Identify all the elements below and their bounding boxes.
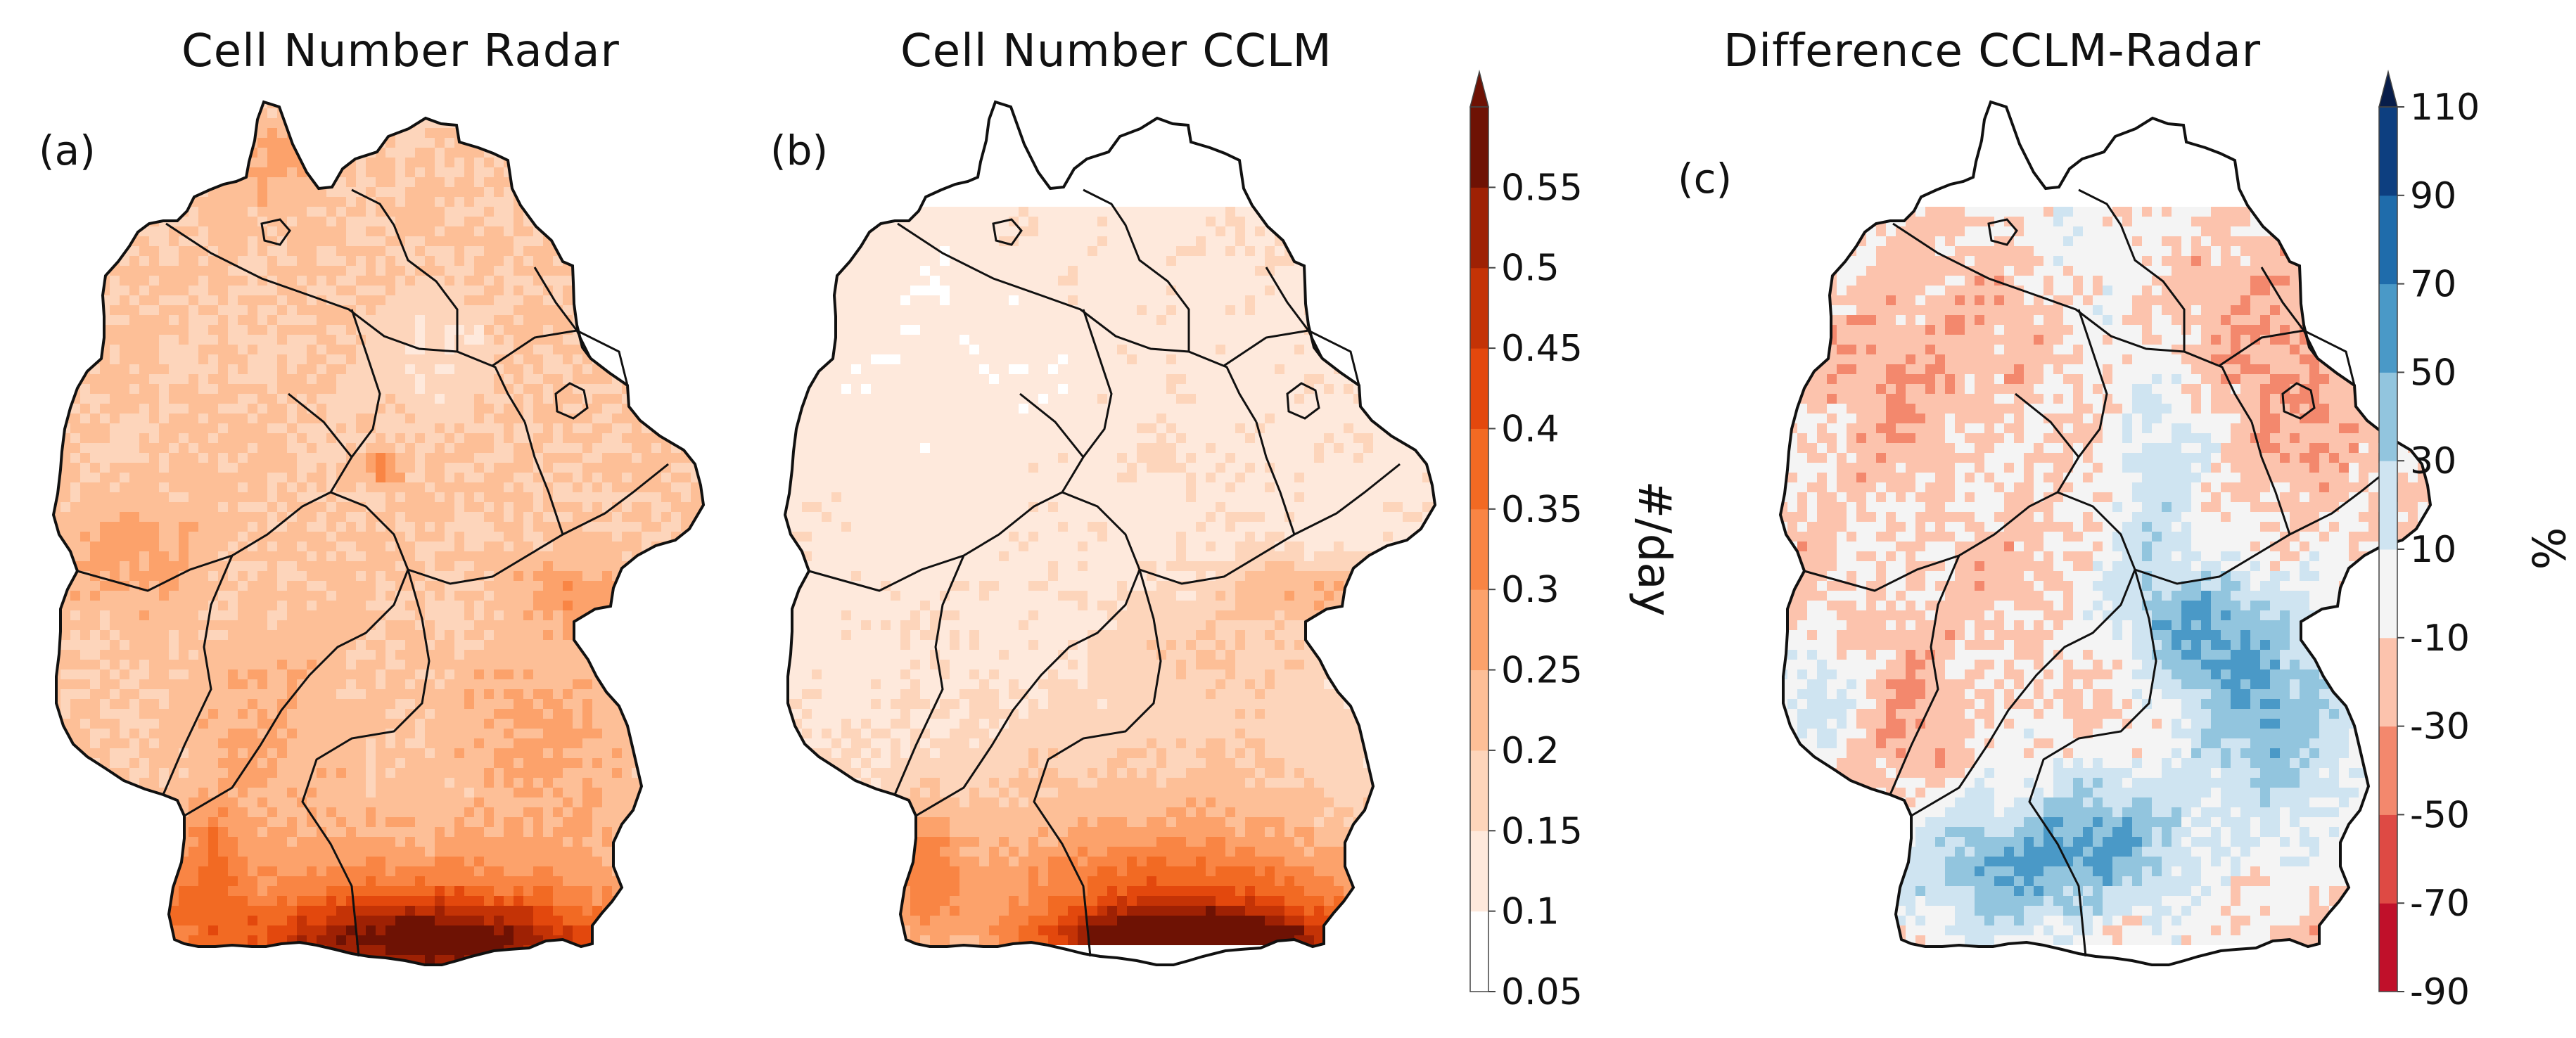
cellnumber-swatch bbox=[1470, 187, 1488, 269]
cellnumber-tick-label: 0.55 bbox=[1501, 167, 1583, 209]
colorbar-cellnumber: 0.05 0.1 0.15 0.2 0.25 0.3 0.35 0.4 0.45 0.5 0.55 bbox=[1469, 70, 1583, 1013]
cellnumber-tick-label: 0.25 bbox=[1501, 650, 1583, 692]
difference-tick-label: 30 bbox=[2410, 440, 2456, 482]
panel-a-title: Cell Number Radar bbox=[181, 25, 620, 77]
panel-c-title: Difference CCLM-Radar bbox=[1723, 25, 2262, 77]
panel-a-state-borders bbox=[51, 100, 706, 966]
panel-c-map bbox=[1778, 100, 2432, 966]
cellnumber-swatch bbox=[1470, 508, 1488, 590]
panel-b-state-borders bbox=[783, 100, 1437, 966]
panel-b-field bbox=[785, 102, 1435, 965]
cellnumber-tick-label: 0.3 bbox=[1501, 569, 1560, 611]
difference-swatch bbox=[2379, 195, 2397, 285]
panel-a-field bbox=[53, 102, 703, 965]
cellnumber-swatch bbox=[1470, 669, 1488, 751]
cellnumber-tick-label: 0.1 bbox=[1501, 891, 1560, 933]
cellnumber-swatch bbox=[1470, 589, 1488, 671]
cellnumber-tick-label: 0.5 bbox=[1501, 248, 1560, 290]
cellnumber-tick-label: 0.35 bbox=[1501, 489, 1583, 531]
difference-tick-label: 90 bbox=[2410, 175, 2456, 217]
cellnumber-swatch bbox=[1470, 911, 1488, 992]
colorbar-cellnumber-label: #/day bbox=[1628, 481, 1680, 617]
cellnumber-tick-label: 0.15 bbox=[1501, 810, 1583, 852]
panel-c-label: (c) bbox=[1678, 155, 1733, 203]
difference-swatch bbox=[2379, 903, 2397, 992]
difference-extend-arrow bbox=[2378, 70, 2398, 108]
difference-swatch bbox=[2379, 549, 2397, 639]
panel-b-title: Cell Number CCLM bbox=[900, 25, 1332, 77]
difference-tick-label: -30 bbox=[2410, 706, 2470, 748]
difference-swatch bbox=[2379, 372, 2397, 461]
difference-tick-label: -70 bbox=[2410, 883, 2470, 925]
difference-tick-label: 70 bbox=[2410, 264, 2456, 306]
cellnumber-tick-label: 0.45 bbox=[1501, 328, 1583, 370]
difference-swatch bbox=[2379, 637, 2397, 727]
cellnumber-extend-arrow bbox=[1469, 70, 1489, 108]
cellnumber-tick-label: 0.05 bbox=[1501, 971, 1583, 1013]
difference-swatch bbox=[2379, 814, 2397, 904]
difference-tick-label: 10 bbox=[2410, 529, 2456, 571]
cellnumber-swatch bbox=[1470, 107, 1488, 188]
difference-tick-label: -50 bbox=[2410, 794, 2470, 836]
difference-tick-label: 50 bbox=[2410, 352, 2456, 394]
colorbar-difference-label: % bbox=[2521, 527, 2573, 570]
panel-a-map bbox=[51, 100, 706, 966]
cellnumber-swatch bbox=[1470, 267, 1488, 349]
difference-swatch bbox=[2379, 726, 2397, 815]
cellnumber-swatch bbox=[1470, 428, 1488, 510]
difference-swatch bbox=[2379, 461, 2397, 550]
cellnumber-swatch bbox=[1470, 750, 1488, 831]
colorbar-difference: -90 -70 -50 -30 -10 10 30 50 70 90 110 bbox=[2378, 70, 2480, 1013]
panel-b-map bbox=[783, 100, 1437, 966]
difference-tick-label: 110 bbox=[2410, 86, 2480, 129]
panel-b-label: (b) bbox=[770, 127, 829, 174]
panel-a-label: (a) bbox=[39, 127, 96, 174]
cellnumber-frame bbox=[1469, 106, 1489, 992]
difference-tick-label: -10 bbox=[2410, 617, 2470, 660]
cellnumber-swatch bbox=[1470, 831, 1488, 912]
difference-swatch bbox=[2379, 107, 2397, 196]
cellnumber-tick-label: 0.4 bbox=[1501, 408, 1560, 450]
panel-c-field bbox=[1780, 102, 2430, 965]
difference-tick-label: -90 bbox=[2410, 971, 2470, 1013]
difference-swatch bbox=[2379, 283, 2397, 373]
cellnumber-tick-label: 0.2 bbox=[1501, 730, 1560, 772]
panel-c-state-borders bbox=[1778, 100, 2432, 966]
cellnumber-swatch bbox=[1470, 348, 1488, 429]
